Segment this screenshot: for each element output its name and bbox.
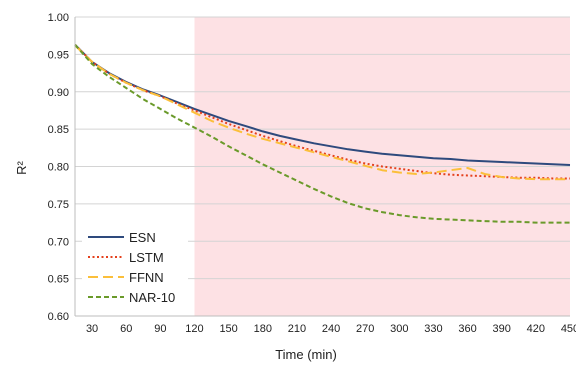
x-tick-label: 150: [219, 323, 237, 335]
legend: ESN LSTM FFNN NAR-10: [82, 224, 188, 308]
x-axis-label: Time (min): [275, 347, 337, 362]
x-tick-label: 270: [356, 323, 374, 335]
legend-label-ffnn: FFNN: [129, 270, 164, 285]
y-tick-labels: 0.60 0.65 0.70 0.75 0.80 0.85 0.90 0.95 1.00: [48, 12, 69, 323]
x-tick-label: 60: [120, 323, 132, 335]
legend-label-nar-10: NAR-10: [129, 290, 175, 305]
series-line-nar-10: [74, 44, 570, 224]
series-line-ffnn: [74, 44, 570, 181]
x-tick-label: 390: [493, 323, 511, 335]
legend-label-esn: ESN: [129, 230, 156, 245]
x-tick-label: 450: [561, 323, 576, 335]
y-tick-label: 0.60: [48, 311, 69, 323]
legend-label-lstm: LSTM: [129, 250, 164, 265]
y-tick-label: 0.85: [48, 124, 69, 136]
x-tick-labels: 30 60 90 120 150 180 210 240 270 300 330 360 390 420 4…: [86, 323, 576, 335]
axes: [74, 17, 570, 317]
x-tick-label: 180: [254, 323, 272, 335]
y-axis-label: R²: [14, 160, 29, 174]
y-tick-label: 0.70: [48, 236, 69, 248]
x-tick-label: 240: [322, 323, 340, 335]
y-tick-label: 0.80: [48, 162, 69, 174]
gridlines: [75, 16, 570, 317]
x-tick-label: 300: [390, 323, 408, 335]
y-tick-label: 0.65: [48, 274, 69, 286]
x-tick-label: 360: [458, 323, 476, 335]
y-tick-label: 0.95: [48, 49, 69, 61]
x-tick-label: 330: [424, 323, 442, 335]
x-tick-label: 120: [185, 323, 203, 335]
x-tick-label: 210: [288, 323, 306, 335]
x-tick-label: 30: [86, 323, 98, 335]
y-tick-label: 0.75: [48, 199, 69, 211]
series-lines: [74, 43, 571, 224]
y-tick-label: 0.90: [48, 87, 69, 99]
y-tick-label: 1.00: [48, 12, 69, 24]
x-tick-label: 90: [154, 323, 166, 335]
x-tick-label: 420: [527, 323, 545, 335]
